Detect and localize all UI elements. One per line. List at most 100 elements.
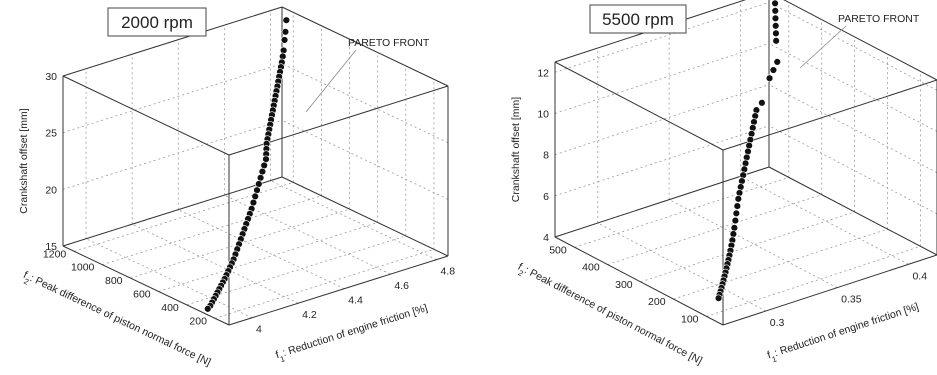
axes-box-edge <box>228 85 449 156</box>
axes-box-edge <box>62 6 283 77</box>
axes-box-edge <box>281 176 449 257</box>
grid-line-z-backwall <box>62 63 283 134</box>
data-point <box>765 74 774 82</box>
data-point <box>747 130 756 138</box>
grid-line-z-sidewall <box>281 119 449 200</box>
data-point <box>769 66 778 74</box>
x-tick-label: 4 <box>256 324 262 336</box>
axes-box-edge <box>228 255 449 326</box>
data-point <box>733 202 742 210</box>
data-point <box>745 141 753 150</box>
data-point <box>743 153 751 162</box>
grid-line-z-sidewall <box>281 63 449 144</box>
grid-line-z-backwall <box>554 84 770 156</box>
axes-box-edge <box>62 245 230 326</box>
pareto-front-annotation: PARETO FRONT <box>799 13 920 69</box>
grid-line-y-floor <box>574 176 789 248</box>
rpm-title-frame <box>589 4 687 34</box>
y-tick-label: 400 <box>161 302 179 314</box>
x-tick-label: 4.6 <box>394 280 409 292</box>
grid-line-y-floor <box>673 228 888 300</box>
data-point <box>744 147 752 156</box>
data-point <box>730 224 739 232</box>
grid-line-y-floor <box>158 222 378 292</box>
axes-box-edge <box>281 6 449 87</box>
grid-line-y-floor <box>214 248 435 319</box>
axes-box-edge <box>768 166 937 256</box>
data-point <box>771 14 780 23</box>
grid-line-z-sidewall <box>768 1 937 91</box>
axis-labels: f1: Reduction of engine friction [%]f2: … <box>18 108 429 368</box>
z-axis-label: Crankshaft offset [mm] <box>18 108 30 214</box>
grid-line-x-floor <box>668 199 838 289</box>
axes-box-edge <box>62 75 230 156</box>
axes-box <box>554 0 937 326</box>
axes-box-edge <box>62 176 283 247</box>
y-tick-label: 200 <box>648 296 666 308</box>
axes-box <box>62 6 449 326</box>
grid-line-x-floor <box>740 175 909 265</box>
grid-line-z-backwall <box>62 119 283 190</box>
annotation-leader-line <box>305 49 357 113</box>
grid-line-x-floor <box>270 180 437 260</box>
z-axis-label: Crankshaft offset [mm] <box>510 97 522 203</box>
y-tick-label: 1000 <box>71 262 95 274</box>
data-point <box>749 124 757 132</box>
data-point <box>204 305 212 313</box>
data-point <box>256 174 265 182</box>
data-point <box>260 161 268 170</box>
grid-line-x-floor <box>178 209 345 290</box>
x-tick-label: 4.8 <box>440 266 455 278</box>
y-tick-label: 300 <box>615 279 633 291</box>
data-point <box>282 16 291 24</box>
grid-line-z-sidewall <box>768 84 937 174</box>
axes-box-edge <box>554 166 770 238</box>
pareto-series <box>714 0 781 302</box>
data-point <box>741 159 750 168</box>
grid-line-x-floor <box>597 222 766 312</box>
z-tick-label: 4 <box>543 232 549 244</box>
y-tick-label: 200 <box>189 315 207 327</box>
data-point <box>772 22 780 30</box>
data-point <box>772 29 780 38</box>
x-tick-label: 0.3 <box>770 317 785 329</box>
grid-line-y-floor <box>640 211 855 283</box>
data-point <box>750 118 758 126</box>
data-point <box>740 165 749 173</box>
data-point <box>262 155 270 163</box>
z-tick-label: 10 <box>537 108 549 120</box>
grid-line-z-backwall <box>554 125 770 197</box>
y-tick-label: 500 <box>549 244 567 256</box>
z-tick-label: 20 <box>45 184 57 196</box>
x-axis-label: f1: Reduction of engine friction [%] <box>766 301 922 365</box>
grid-line-y-floor <box>607 194 822 265</box>
grid-lines <box>62 6 449 319</box>
data-point <box>255 180 263 188</box>
z-tick-label: 25 <box>45 128 57 140</box>
data-point <box>281 28 290 36</box>
axes-box-edge <box>722 254 937 326</box>
data-point <box>732 209 741 218</box>
rpm-title-box: 5500 rpm <box>589 4 687 34</box>
rpm-title-frame <box>107 7 207 37</box>
data-point <box>758 99 766 107</box>
data-point <box>729 230 738 238</box>
axes-box-edge <box>783 0 937 81</box>
x-tick-label: 4.2 <box>302 309 317 321</box>
data-point <box>737 183 745 191</box>
y-tick-label: 1200 <box>43 248 67 260</box>
grid-line-y-floor <box>706 245 921 317</box>
y-axis-label: f2: Peak difference of piston normal for… <box>514 261 704 370</box>
grid-line-z-sidewall <box>768 125 937 215</box>
grid-line-y-floor <box>74 181 294 252</box>
y-tick-label: 600 <box>133 289 151 301</box>
data-point <box>771 7 779 15</box>
y-tick-label: 400 <box>582 262 600 274</box>
pareto-front-annotation: PARETO FRONT <box>305 37 430 113</box>
grid-line-z-sidewall <box>768 43 937 132</box>
data-point <box>771 0 779 7</box>
